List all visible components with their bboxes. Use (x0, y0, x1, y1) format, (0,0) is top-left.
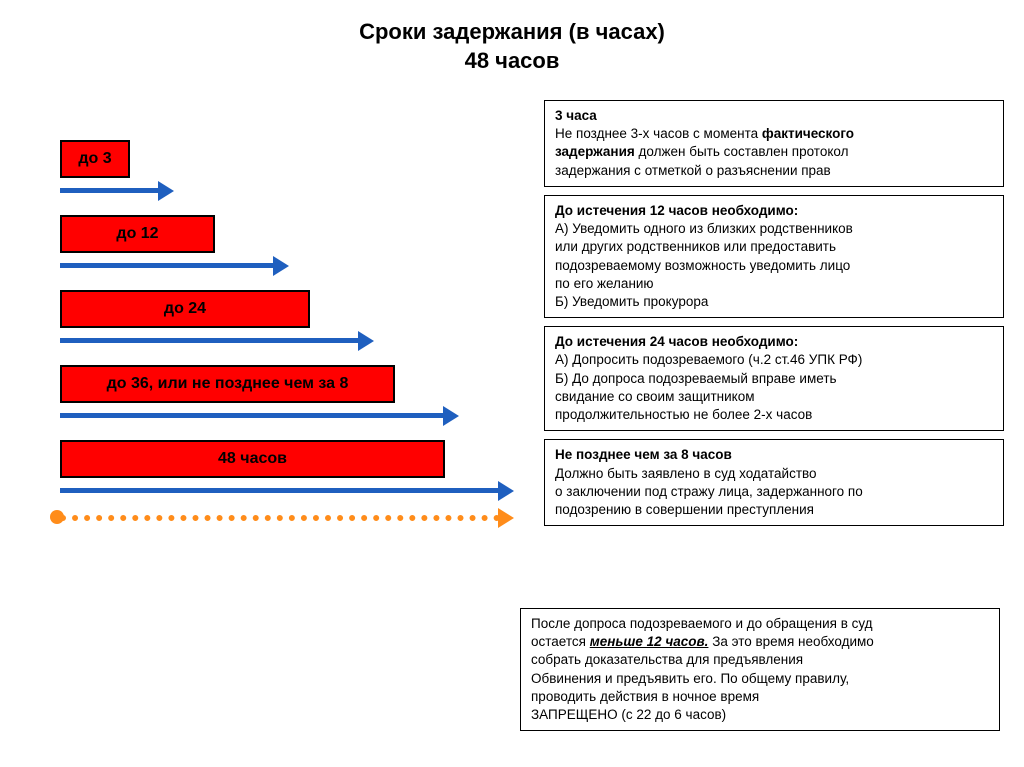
info-box: До истечения 12 часов необходимо:А) Увед… (544, 195, 1004, 318)
info-box-header: До истечения 12 часов необходимо: (555, 202, 993, 220)
info-box-header: 3 часа (555, 107, 993, 125)
time-bar: до 3 (60, 140, 130, 178)
info-box-line: Б) До допроса подозреваемый вправе иметь (555, 370, 993, 388)
info-box-line: задержания с отметкой о разъяснении прав (555, 162, 993, 180)
bars-column: до 3 до 12 до 24 до 36, или не позднее чем … (60, 140, 490, 521)
arrow-icon (60, 338, 360, 343)
info-boxes-column: 3 часаНе позднее 3-х часов с момента фак… (544, 100, 1004, 534)
info-box-line: А) Допросить подозреваемого (ч.2 ст.46 У… (555, 351, 993, 369)
info-box-line: по его желанию (555, 275, 993, 293)
time-bar: до 36, или не позднее чем за 8 (60, 365, 395, 403)
info-box-line: Не позднее 3-х часов с момента фактическ… (555, 125, 993, 143)
info-box-line: А) Уведомить одного из близких родственн… (555, 220, 993, 238)
final-box-line: Обвинения и предъявить его. По общему пр… (531, 670, 989, 688)
info-box: До истечения 24 часов необходимо:А) Допр… (544, 326, 1004, 431)
info-box-header: До истечения 24 часов необходимо: (555, 333, 993, 351)
arrow-icon (60, 263, 275, 268)
final-box-line: ЗАПРЕЩЕНО (с 22 до 6 часов) (531, 706, 989, 724)
page-title: Сроки задержания (в часах) 48 часов (0, 0, 1024, 75)
arrow-icon (60, 188, 160, 193)
time-bar: до 24 (60, 290, 310, 328)
arrow-icon (60, 413, 445, 418)
title-line-1: Сроки задержания (в часах) (0, 18, 1024, 47)
time-bar: до 12 (60, 215, 215, 253)
bar-group: до 36, или не позднее чем за 8 (60, 365, 490, 418)
info-box-line: продолжительностью не более 2-х часов (555, 406, 993, 424)
bar-group: до 12 (60, 215, 490, 268)
bar-group: до 3 (60, 140, 490, 193)
final-info-box: После допроса подозреваемого и до обраще… (520, 608, 1000, 731)
arrow-icon (60, 488, 500, 493)
info-box-line: задержания должен быть составлен протоко… (555, 143, 993, 161)
info-box-line: подозрению в совершении преступления (555, 501, 993, 519)
final-box-line: После допроса подозреваемого и до обраще… (531, 615, 989, 633)
bar-group: 48 часов (60, 440, 490, 493)
final-box-line: проводить действия в ночное время (531, 688, 989, 706)
info-box-header: Не позднее чем за 8 часов (555, 446, 993, 464)
bar-group: до 24 (60, 290, 490, 343)
time-bar: 48 часов (60, 440, 445, 478)
final-box-line: собрать доказательства для предъявления (531, 651, 989, 669)
info-box-line: о заключении под стражу лица, задержанно… (555, 483, 993, 501)
final-box-line: остается меньше 12 часов. За это время н… (531, 633, 989, 651)
title-line-2: 48 часов (0, 47, 1024, 76)
info-box-line: Должно быть заявлено в суд ходатайство (555, 465, 993, 483)
info-box-line: или других родственников или предоставит… (555, 238, 993, 256)
info-box-line: подозреваемому возможность уведомить лиц… (555, 257, 993, 275)
dotted-arrow-icon (60, 515, 500, 521)
info-box: 3 часаНе позднее 3-х часов с момента фак… (544, 100, 1004, 187)
info-box-line: Б) Уведомить прокурора (555, 293, 993, 311)
info-box-line: свидание со своим защитником (555, 388, 993, 406)
info-box: Не позднее чем за 8 часовДолжно быть зая… (544, 439, 1004, 526)
